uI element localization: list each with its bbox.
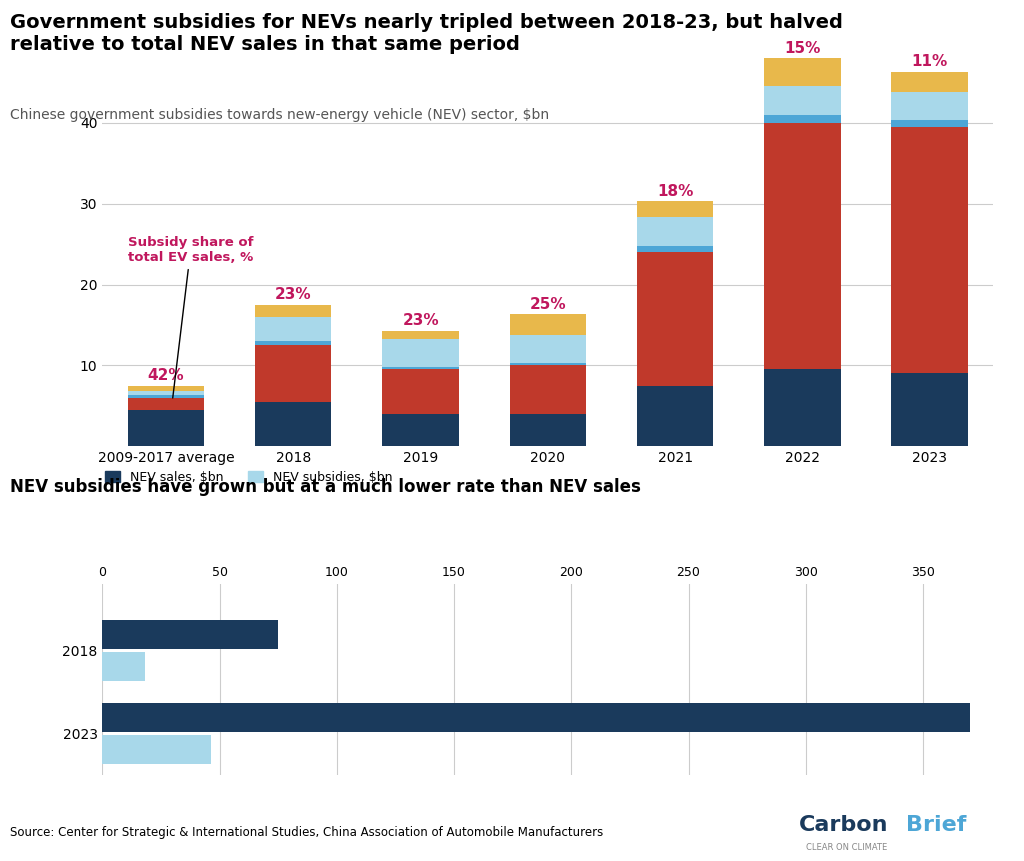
Bar [510, 414, 586, 446]
Bar [382, 367, 459, 369]
Bar [637, 386, 714, 446]
Bar [382, 331, 459, 338]
Text: 15%: 15% [784, 40, 820, 56]
Text: 11%: 11% [911, 54, 948, 70]
Bar [382, 369, 459, 414]
Text: 25%: 25% [529, 297, 566, 312]
Legend: NEV sales, $bn, NEV subsidies, $bn: NEV sales, $bn, NEV subsidies, $bn [99, 466, 397, 489]
Bar [128, 391, 204, 395]
Bar [255, 305, 332, 317]
Bar [510, 363, 586, 365]
Bar [637, 201, 714, 218]
Bar [255, 341, 332, 345]
Text: 23%: 23% [402, 313, 439, 328]
Bar [128, 398, 204, 410]
Text: CLEAR ON CLIMATE: CLEAR ON CLIMATE [806, 844, 887, 852]
Bar [892, 374, 968, 446]
Bar [637, 218, 714, 245]
Text: Government subsidies for NEVs nearly tripled between 2018-23, but halved
relativ: Government subsidies for NEVs nearly tri… [10, 13, 843, 54]
Bar [892, 121, 968, 127]
Text: Chinese government subsidies towards new-energy vehicle (NEV) sector, $bn: Chinese government subsidies towards new… [10, 108, 549, 121]
Bar [764, 115, 841, 123]
Bar [382, 338, 459, 367]
Text: NEV subsidies have grown but at a much lower rate than NEV sales: NEV subsidies have grown but at a much l… [10, 478, 641, 496]
Bar [637, 245, 714, 252]
Bar [764, 59, 841, 86]
Text: 18%: 18% [657, 184, 693, 199]
Text: Source: Center for Strategic & International Studies, China Association of Autom: Source: Center for Strategic & Internati… [10, 827, 603, 839]
Bar [102, 620, 279, 648]
Text: Subsidy share of
total EV sales, %: Subsidy share of total EV sales, % [128, 236, 253, 398]
Bar [764, 86, 841, 115]
Bar [510, 335, 586, 363]
Bar [255, 345, 332, 402]
Bar [102, 652, 144, 681]
Bar [510, 365, 586, 414]
Bar [255, 402, 332, 446]
Bar [637, 252, 714, 386]
Bar [255, 317, 332, 341]
Bar [382, 414, 459, 446]
Text: 42%: 42% [147, 369, 184, 383]
Text: Brief: Brief [906, 815, 967, 835]
Bar [510, 314, 586, 335]
Bar [892, 127, 968, 374]
Bar [128, 395, 204, 398]
Bar [128, 410, 204, 446]
Bar [764, 369, 841, 446]
Bar [892, 92, 968, 121]
Text: Carbon: Carbon [799, 815, 888, 835]
Bar [102, 735, 211, 764]
Bar [764, 123, 841, 369]
Bar [892, 72, 968, 92]
Bar [128, 386, 204, 391]
Bar [102, 703, 970, 732]
Text: 23%: 23% [275, 288, 311, 302]
